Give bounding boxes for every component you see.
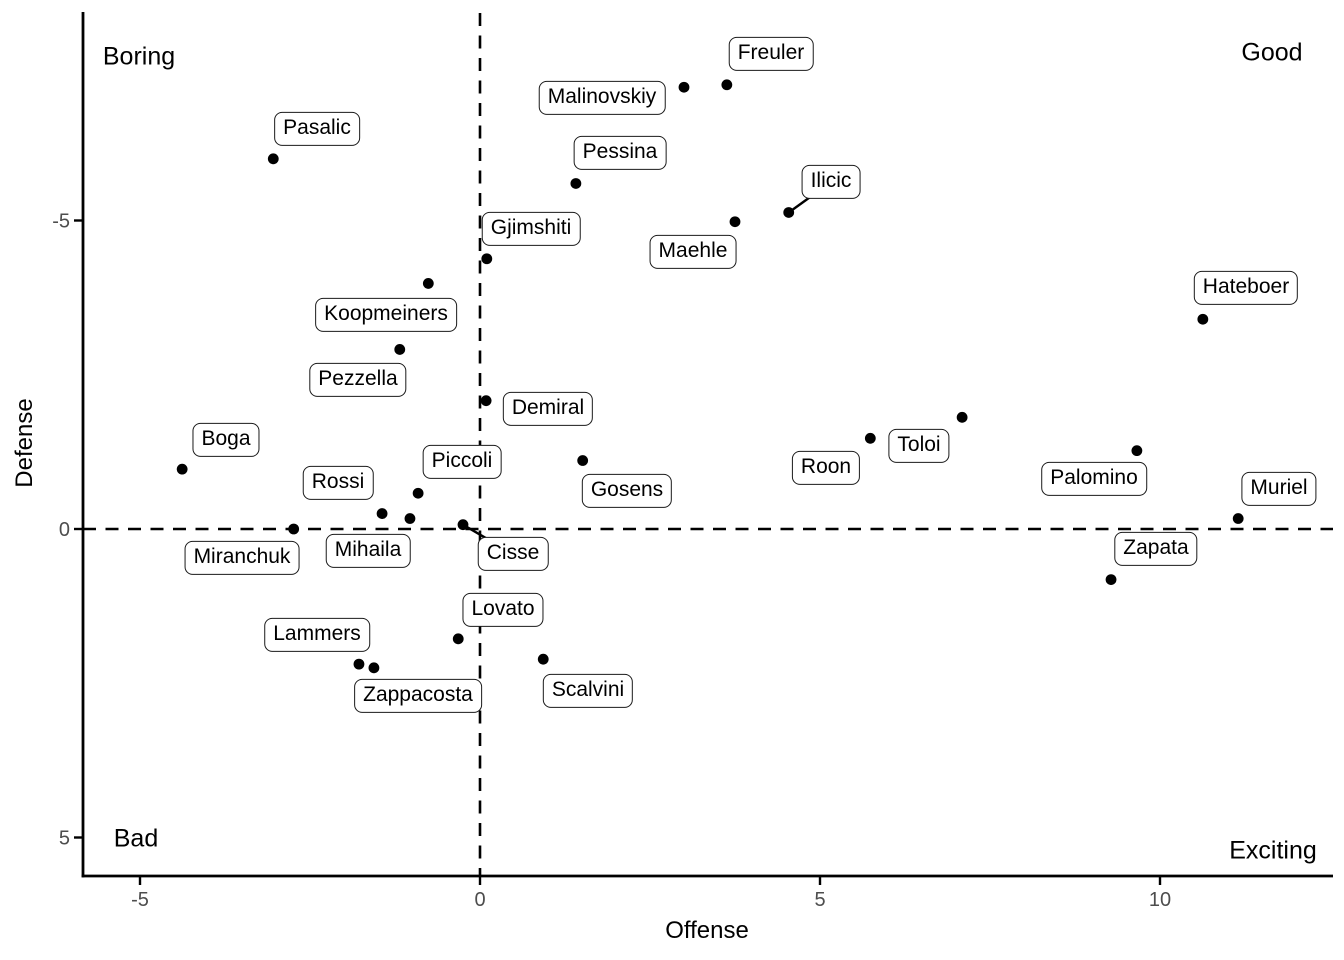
point-pezzella <box>394 344 406 355</box>
point-pessina <box>570 178 582 189</box>
point-hateboer <box>1197 313 1209 325</box>
point-zapata <box>1105 574 1117 585</box>
quadrant-label-exciting: Exciting <box>1229 836 1317 865</box>
point-roon <box>864 432 876 444</box>
point-miranchuk <box>288 523 300 535</box>
point-mihaila <box>404 513 416 524</box>
y-axis-tick-label: 5 <box>59 828 70 850</box>
x-axis-tick-label: -5 <box>131 889 149 911</box>
quadrant-label-bad: Bad <box>113 824 159 853</box>
point-zappacosta <box>368 662 380 674</box>
point-ilicic <box>783 207 795 218</box>
point-freuler <box>721 79 733 91</box>
point-lovato <box>452 633 464 645</box>
leader-line-ilicic <box>788 181 832 214</box>
point-muriel <box>1232 513 1244 524</box>
point-lammers <box>353 658 365 670</box>
point-boga <box>176 463 188 475</box>
y-axis-tick-label: 0 <box>59 519 70 541</box>
y-axis-tick-label: -5 <box>52 211 70 233</box>
point-gosens <box>577 455 589 466</box>
point-palomino <box>1131 445 1143 457</box>
point-maehle <box>729 216 741 228</box>
quadrant-label-good: Good <box>1241 38 1303 67</box>
point-koopmeiners <box>422 278 434 289</box>
point-piccoli <box>412 487 424 499</box>
point-pasalic <box>267 153 279 165</box>
x-axis-title: Offense <box>665 917 749 944</box>
point-malinovskiy <box>678 81 690 93</box>
point-gjimshiti <box>481 253 493 265</box>
x-axis-tick-label: 5 <box>814 889 825 911</box>
point-rossi <box>376 508 388 519</box>
x-axis-tick-label: 0 <box>474 889 485 911</box>
point-toloi <box>956 411 968 423</box>
quadrant-label-boring: Boring <box>102 42 176 71</box>
x-axis-tick-label: 10 <box>1149 889 1171 911</box>
point-cisse <box>457 519 469 531</box>
point-scalvini <box>537 653 549 665</box>
point-demiral <box>480 395 492 407</box>
y-axis-title: Defense <box>11 398 38 488</box>
